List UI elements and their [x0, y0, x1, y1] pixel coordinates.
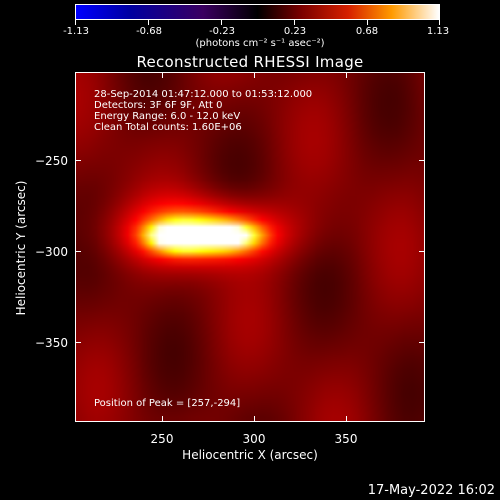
colorbar-tick	[294, 20, 295, 25]
x-tick	[254, 416, 255, 422]
x-tick-label: 250	[151, 432, 174, 446]
x-tick-top	[254, 72, 255, 78]
y-tick-right	[419, 342, 425, 343]
y-tick-label: −250	[35, 154, 68, 168]
colorbar-tick	[367, 20, 368, 25]
y-tick	[75, 160, 81, 161]
x-axis-label: Heliocentric X (arcsec)	[182, 448, 318, 462]
energy-range-info: Energy Range: 6.0 - 12.0 keV	[94, 111, 240, 122]
colorbar-tick	[221, 20, 222, 25]
colorbar-tick	[148, 20, 149, 25]
y-tick-label: −300	[35, 245, 68, 259]
clean-counts-info: Clean Total counts: 1.60E+06	[94, 122, 242, 133]
x-tick-top	[162, 72, 163, 78]
chart-title: Reconstructed RHESSI Image	[136, 53, 363, 71]
plot-timestamp: 17-May-2022 16:02	[368, 483, 495, 498]
x-tick-label: 300	[243, 432, 266, 446]
y-tick	[75, 251, 81, 252]
x-tick	[162, 416, 163, 422]
y-tick-right	[419, 251, 425, 252]
x-tick-label: 350	[335, 432, 358, 446]
y-tick-label: −350	[35, 336, 68, 350]
colorbar-tick-label: 0.68	[356, 26, 378, 37]
colorbar-tick	[439, 20, 440, 25]
y-tick-right	[419, 160, 425, 161]
colorbar-tick	[75, 20, 76, 25]
peak-position-label: Position of Peak = [257,-294]	[94, 398, 240, 409]
colorbar-tick-label: -0.68	[136, 26, 162, 37]
colorbar-tick-label: -0.23	[209, 26, 235, 37]
colorbar-tick-label: 1.13	[427, 26, 449, 37]
colorbar-tick-label: 0.23	[284, 26, 306, 37]
detectors-info: Detectors: 3F 6F 9F, Att 0	[94, 100, 222, 111]
plot-area: 28-Sep-2014 01:47:12.000 to 01:53:12.000…	[75, 72, 425, 422]
x-tick	[346, 416, 347, 422]
x-tick-top	[346, 72, 347, 78]
observation-time: 28-Sep-2014 01:47:12.000 to 01:53:12.000	[94, 89, 312, 100]
colorbar	[75, 4, 440, 20]
y-axis-label: Heliocentric Y (arcsec)	[14, 181, 28, 316]
y-tick	[75, 342, 81, 343]
colorbar-tick-label: -1.13	[63, 26, 89, 37]
colorbar-unit-label: (photons cm⁻² s⁻¹ asec⁻²)	[195, 38, 324, 49]
